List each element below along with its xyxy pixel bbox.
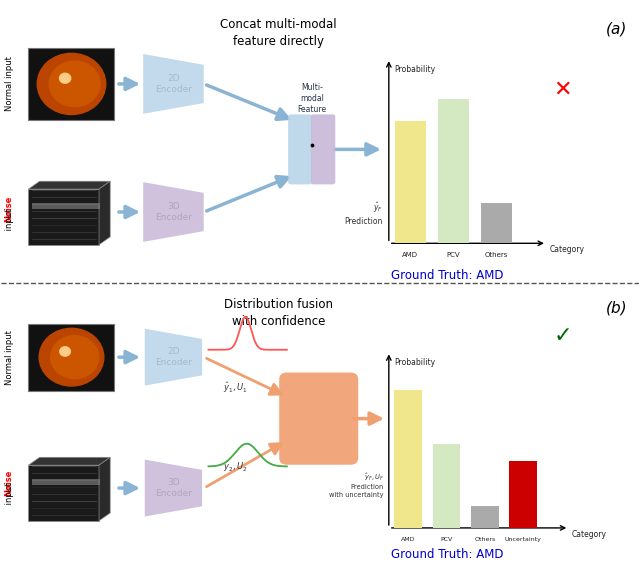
- Text: Multi-
modal
Feature: Multi- modal Feature: [297, 82, 326, 114]
- Polygon shape: [143, 182, 204, 242]
- FancyBboxPatch shape: [395, 121, 426, 243]
- Text: Category: Category: [549, 245, 584, 254]
- Text: Noise: Noise: [4, 196, 13, 223]
- FancyBboxPatch shape: [433, 443, 460, 528]
- FancyBboxPatch shape: [279, 372, 358, 464]
- Circle shape: [60, 347, 70, 356]
- Text: PCV: PCV: [447, 252, 460, 259]
- FancyBboxPatch shape: [311, 114, 335, 184]
- Text: Probability: Probability: [394, 358, 435, 367]
- Text: Category: Category: [572, 530, 607, 539]
- Circle shape: [60, 73, 70, 83]
- FancyBboxPatch shape: [471, 506, 499, 528]
- Text: Ground Truth: AMD: Ground Truth: AMD: [391, 548, 504, 561]
- Text: $\hat{y}_F$
Prediction: $\hat{y}_F$ Prediction: [344, 201, 383, 226]
- Text: (a): (a): [605, 21, 627, 36]
- Text: PCV: PCV: [440, 537, 452, 542]
- Polygon shape: [28, 181, 110, 189]
- FancyBboxPatch shape: [28, 324, 115, 391]
- FancyBboxPatch shape: [28, 465, 99, 521]
- Text: (b): (b): [605, 300, 627, 315]
- Text: Our
Method: Our Method: [295, 407, 342, 430]
- Text: Normal input: Normal input: [4, 57, 13, 112]
- Text: Probability: Probability: [394, 65, 435, 74]
- Polygon shape: [99, 457, 110, 521]
- Text: ✕: ✕: [553, 80, 572, 100]
- Text: Distribution fusion
with confidence: Distribution fusion with confidence: [224, 298, 333, 328]
- Text: 2D
Encoder: 2D Encoder: [155, 347, 192, 367]
- Text: Concat multi-modal
feature directly: Concat multi-modal feature directly: [220, 18, 337, 47]
- Circle shape: [37, 53, 106, 114]
- Text: Uncertainty: Uncertainty: [505, 537, 541, 542]
- FancyBboxPatch shape: [31, 479, 100, 485]
- Text: 2D
Encoder: 2D Encoder: [155, 74, 192, 94]
- FancyBboxPatch shape: [438, 99, 469, 243]
- Text: Normal input: Normal input: [4, 329, 13, 384]
- Text: $\hat{y}_F, U_F$
Prediction
with uncertainty: $\hat{y}_F, U_F$ Prediction with uncerta…: [329, 471, 384, 498]
- Circle shape: [49, 61, 100, 107]
- FancyBboxPatch shape: [28, 189, 99, 245]
- Text: Noise: Noise: [4, 469, 13, 495]
- Text: AMD: AMD: [401, 537, 415, 542]
- Text: Others: Others: [474, 537, 495, 542]
- Polygon shape: [99, 181, 110, 245]
- FancyBboxPatch shape: [31, 202, 100, 209]
- Text: 3D
Encoder: 3D Encoder: [155, 478, 192, 498]
- Polygon shape: [145, 329, 202, 386]
- Text: 3D
Encoder: 3D Encoder: [155, 202, 192, 222]
- Text: input: input: [4, 208, 13, 233]
- FancyBboxPatch shape: [509, 462, 537, 528]
- Text: Ground Truth: AMD: Ground Truth: AMD: [391, 269, 504, 282]
- Polygon shape: [143, 54, 204, 114]
- Text: $\hat{y}_2, U_2$: $\hat{y}_2, U_2$: [223, 460, 248, 474]
- Text: input: input: [4, 483, 13, 507]
- Text: Others: Others: [485, 252, 508, 259]
- FancyBboxPatch shape: [28, 49, 115, 120]
- FancyBboxPatch shape: [394, 390, 422, 528]
- Text: ✓: ✓: [554, 326, 573, 346]
- FancyBboxPatch shape: [481, 204, 512, 243]
- FancyBboxPatch shape: [288, 114, 312, 184]
- Text: $\hat{y}_1, U_1$: $\hat{y}_1, U_1$: [223, 380, 248, 395]
- Text: AMD: AMD: [403, 252, 419, 259]
- Polygon shape: [145, 460, 202, 517]
- Circle shape: [39, 328, 104, 386]
- Circle shape: [51, 336, 99, 379]
- Polygon shape: [28, 457, 110, 465]
